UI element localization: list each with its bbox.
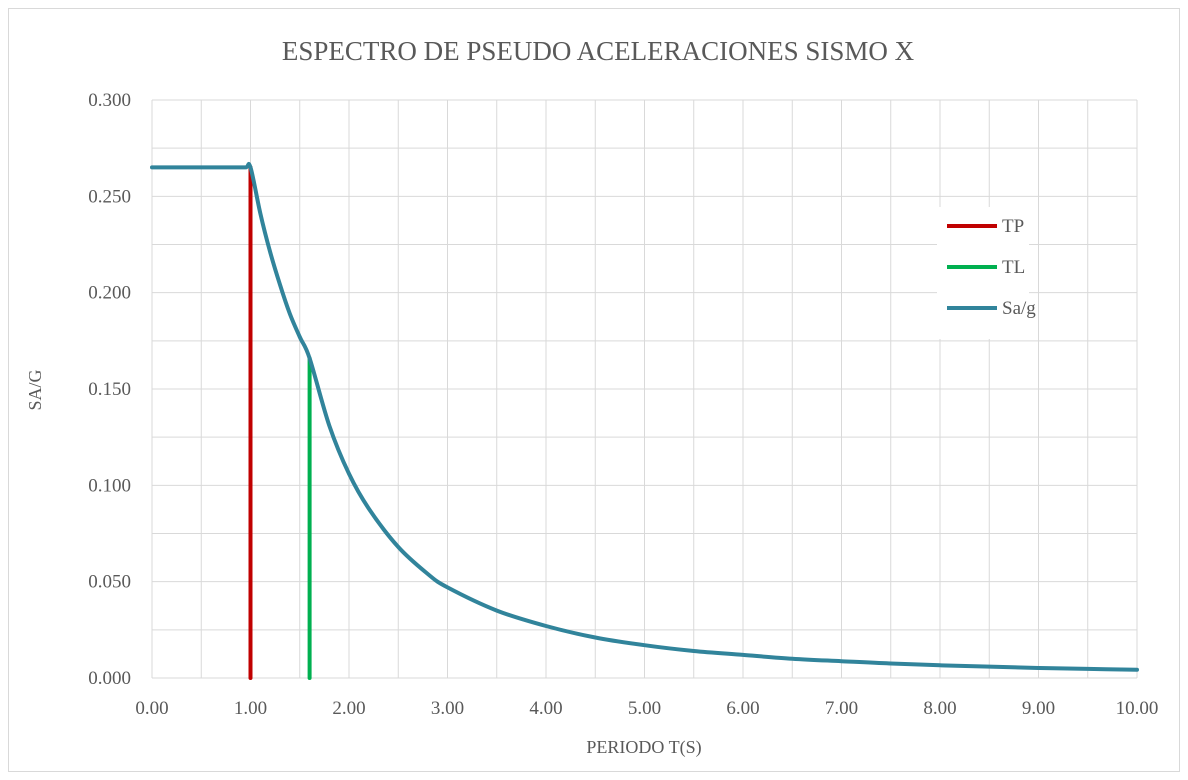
legend-label-tp: TP — [1002, 216, 1024, 237]
series-group — [150, 162, 1139, 680]
grid — [151, 99, 1138, 679]
y-axis-label: SA/G — [25, 369, 45, 410]
chart-frame — [8, 8, 1180, 772]
x-tick-label: 6.00 — [726, 698, 759, 719]
y-tick-label: 0.250 — [88, 186, 131, 207]
y-tick-label: 0.150 — [88, 379, 131, 400]
x-tick-label: 10.00 — [1116, 698, 1159, 719]
x-tick-label: 0.00 — [135, 698, 168, 719]
x-tick-label: 5.00 — [628, 698, 661, 719]
legend-background — [937, 207, 1029, 339]
y-tick-labels: 0.000 0.050 0.100 0.150 0.200 0.250 0.300 — [88, 90, 131, 689]
x-tick-label: 4.00 — [529, 698, 562, 719]
y-tick-label: 0.000 — [88, 668, 131, 689]
y-tick-label: 0.200 — [88, 283, 131, 304]
legend-label-tl: TL — [1002, 257, 1025, 278]
x-tick-label: 3.00 — [431, 698, 464, 719]
x-tick-label: 9.00 — [1022, 698, 1055, 719]
chart-title: ESPECTRO DE PSEUDO ACELERACIONES SISMO X — [282, 36, 915, 66]
y-tick-label: 0.100 — [88, 475, 131, 496]
legend: TP TL Sa/g — [947, 216, 1036, 319]
x-tick-label: 1.00 — [234, 698, 267, 719]
x-tick-label: 8.00 — [923, 698, 956, 719]
x-axis-label: PERIODO T(S) — [586, 737, 701, 758]
x-tick-label: 2.00 — [332, 698, 365, 719]
y-tick-label: 0.300 — [88, 90, 131, 111]
x-tick-labels: 0.00 1.00 2.00 3.00 4.00 5.00 6.00 7.00 8.00 9.00… — [135, 698, 1158, 719]
legend-label-sa-g: Sa/g — [1002, 298, 1036, 319]
y-tick-label: 0.050 — [88, 572, 131, 593]
series-line-sa-g — [150, 162, 1139, 672]
x-tick-label: 7.00 — [825, 698, 858, 719]
